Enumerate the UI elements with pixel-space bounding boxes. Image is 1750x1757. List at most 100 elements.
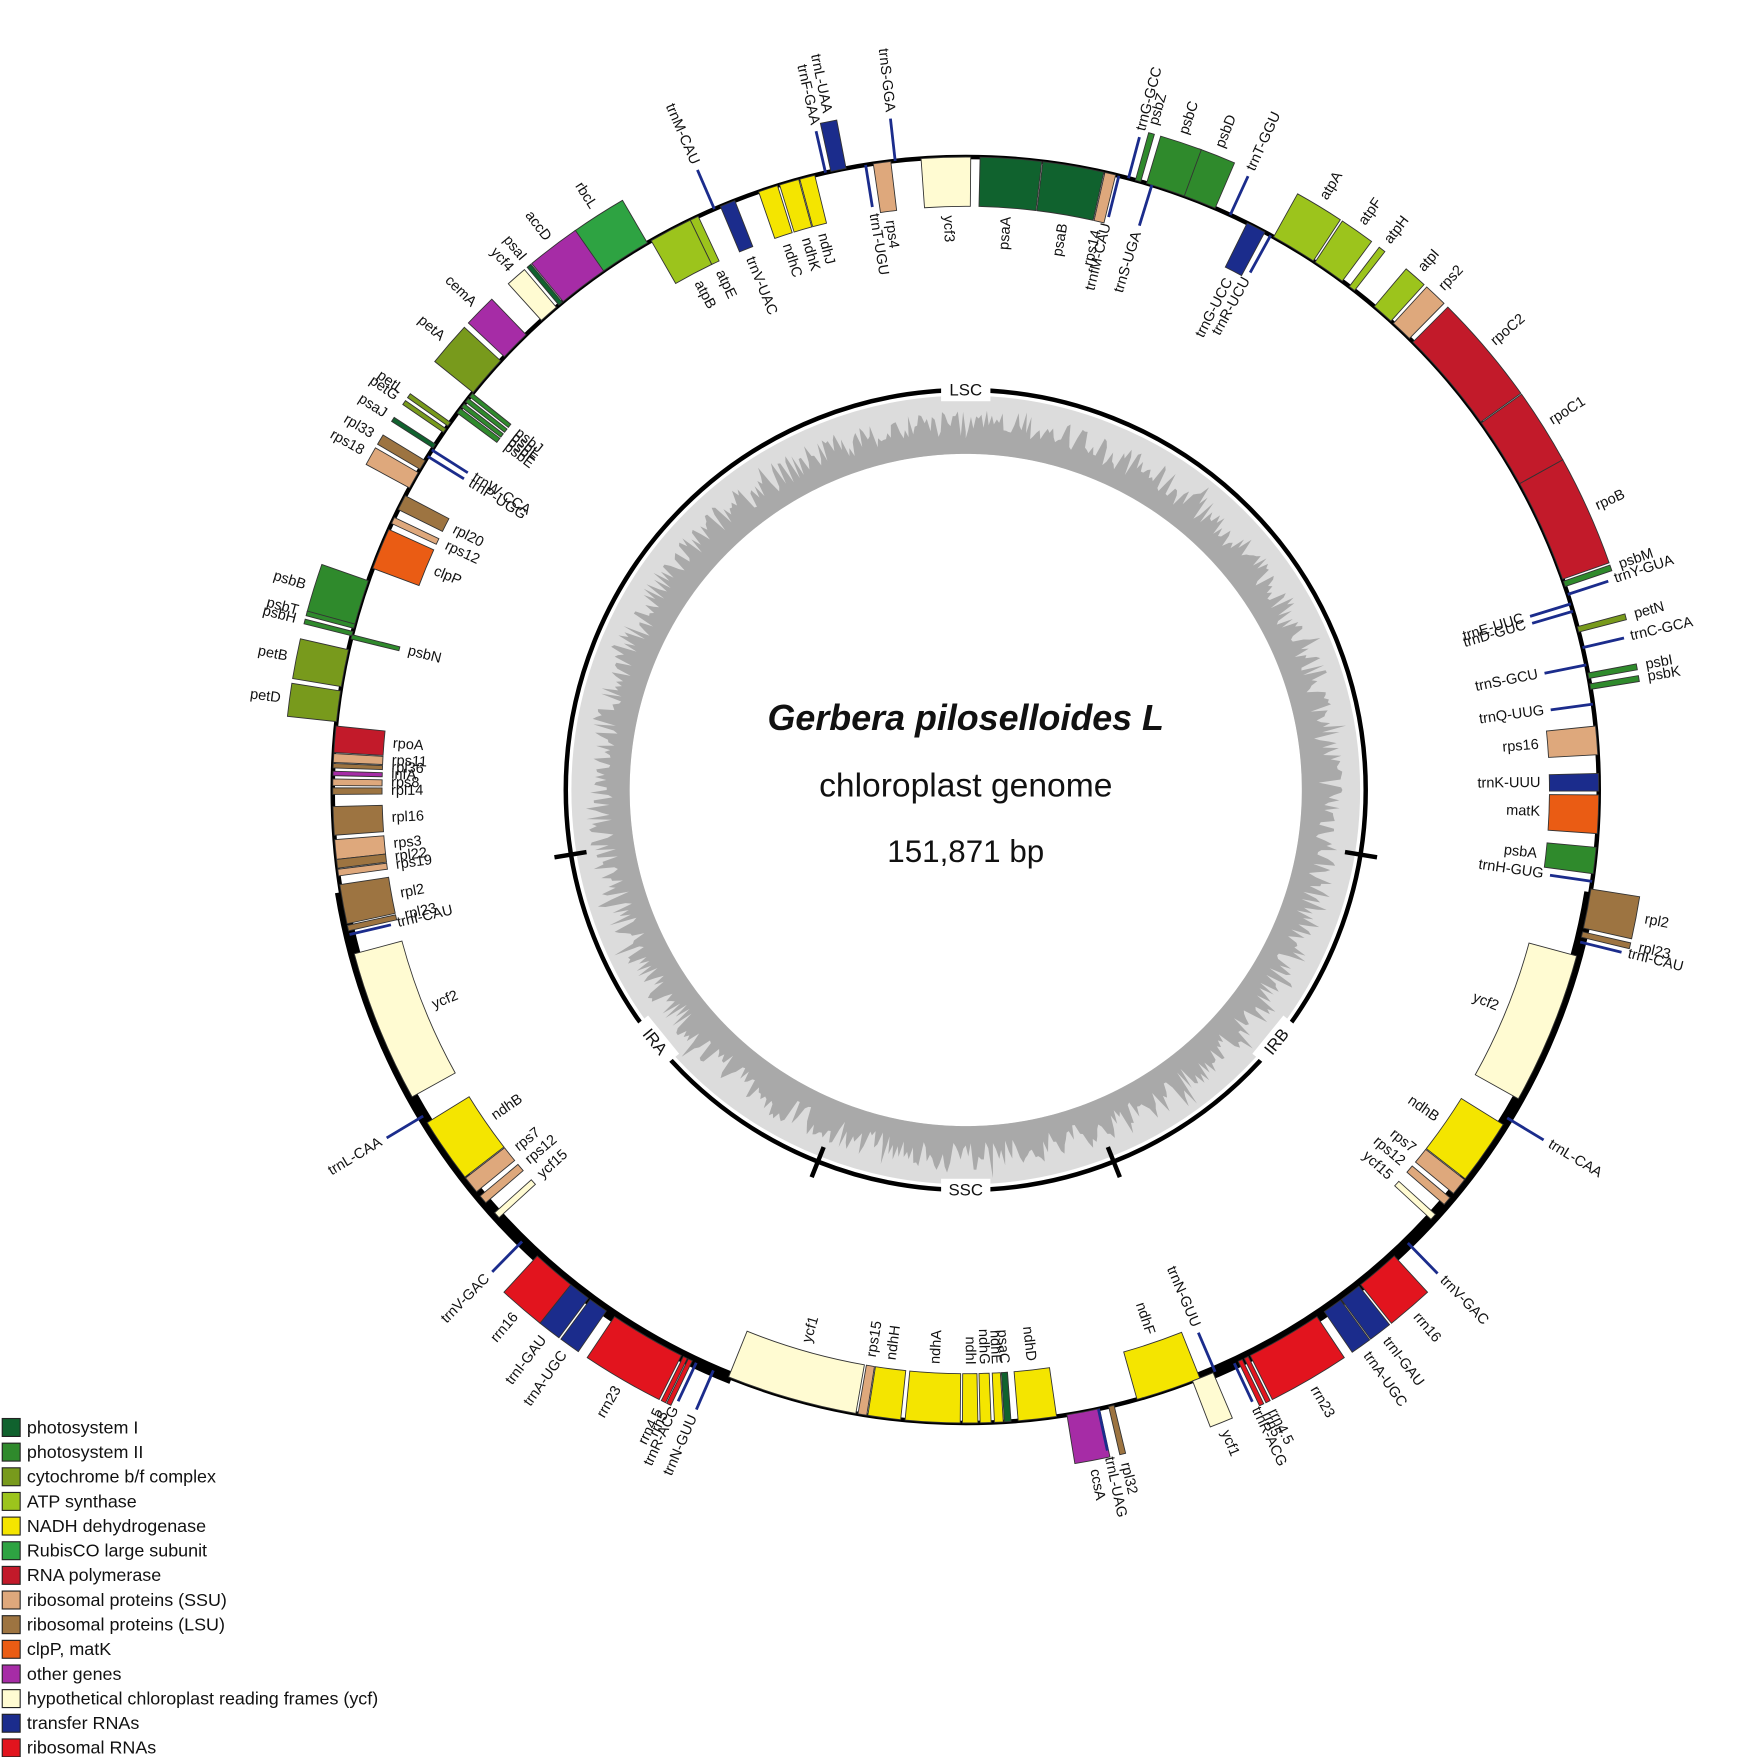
gene-trna [695, 1369, 715, 1411]
gene [1373, 268, 1425, 322]
gene [573, 199, 648, 273]
gene-trna [1531, 609, 1574, 625]
gene [1192, 1372, 1233, 1428]
region-label: LSC [941, 378, 991, 402]
gene-label: trnL-CAA [1545, 1136, 1605, 1181]
legend-swatch [1, 1664, 21, 1684]
gene-label: rrn16 [1410, 1310, 1444, 1346]
gene [1474, 942, 1578, 1100]
gene [376, 434, 426, 470]
legend-label: RubisCO large subunit [27, 1541, 207, 1561]
gene [1123, 1331, 1201, 1400]
gene-label: rpl23 [1637, 940, 1672, 963]
legend-label: cytochrome b/f complex [27, 1467, 216, 1487]
gene-label: rpl32 [1117, 1461, 1140, 1496]
gene [1589, 675, 1640, 690]
gene-label: psbB [271, 568, 307, 593]
gene-trna [1550, 702, 1594, 712]
gene-label: ndhG [975, 1329, 992, 1365]
gene [332, 787, 383, 795]
gene-label: trnN-GUU [1163, 1264, 1203, 1330]
gene [402, 399, 447, 433]
gene [390, 516, 440, 545]
gene [406, 393, 452, 427]
gene-label: rpoB [1593, 487, 1628, 514]
gene-label: rpl22 [394, 845, 428, 865]
gene [1480, 393, 1564, 485]
gene [758, 185, 793, 239]
legend-label: photosystem I [27, 1417, 138, 1437]
gene [1406, 1165, 1451, 1206]
region-label: IRA [630, 1015, 680, 1068]
gene-label: ndhB [1405, 1093, 1442, 1126]
gene-trna [1248, 234, 1272, 274]
region-label-bg [941, 378, 991, 402]
gene [1425, 1097, 1504, 1180]
gene [346, 914, 398, 932]
gene [332, 804, 385, 836]
gene [1224, 222, 1266, 277]
gene [365, 447, 419, 489]
gene-trna [1529, 602, 1572, 618]
gene [819, 119, 847, 173]
gc-content-ring [571, 395, 1361, 1185]
gene [1545, 725, 1599, 758]
gene [920, 156, 972, 209]
gene-label: rpoC2 [1488, 311, 1529, 349]
gene-label: cemA [442, 273, 480, 311]
gene [503, 1255, 572, 1324]
gene [1394, 1180, 1437, 1220]
legend-swatch [1, 1615, 21, 1635]
legend: photosystem I photosystem II cytochrome b/… [1, 1417, 378, 1757]
gene-trna [431, 448, 469, 474]
legend-swatch [1, 1689, 21, 1709]
legend-label: transfer RNAs [27, 1713, 139, 1733]
gene [1314, 220, 1373, 282]
gene-label: rpl14 [391, 783, 423, 799]
region-boundary [554, 849, 587, 860]
gene-label: atpF [1356, 195, 1386, 228]
gene-label: atpH [1381, 213, 1412, 247]
gene-label: trnK-UUU [1477, 775, 1540, 792]
region-label-text: SSC [948, 1181, 983, 1200]
gene-trna [676, 1362, 698, 1402]
gene [1237, 1358, 1265, 1407]
legend-label: ATP synthase [27, 1491, 137, 1511]
gene [493, 1179, 537, 1219]
gene-trna [349, 923, 392, 936]
gene [397, 495, 450, 532]
gene [1134, 132, 1155, 183]
gene-label: trnV-GAC [1437, 1273, 1492, 1329]
gene-label: psaC [994, 1329, 1012, 1364]
gene [479, 1163, 524, 1204]
gene [350, 634, 401, 652]
gene [991, 1372, 1004, 1423]
gene-label: ndhH [884, 1324, 904, 1361]
gene-label: rps4 [882, 219, 902, 249]
gene [426, 1096, 505, 1178]
gene [1582, 888, 1641, 940]
gene [372, 528, 435, 587]
gene-trna [1579, 940, 1622, 954]
legend-label: other genes [27, 1664, 122, 1684]
gene-trna [1582, 636, 1625, 649]
gene-label: rbcL [571, 179, 600, 211]
gene [978, 1372, 992, 1424]
gene-label: trnS-GGA [875, 48, 898, 114]
gene-label: rps15 [864, 1320, 886, 1359]
gene [1412, 306, 1522, 423]
gene [689, 215, 720, 266]
gene [531, 229, 605, 303]
gene [1414, 1148, 1466, 1195]
gene [332, 778, 383, 787]
gene [1249, 1315, 1345, 1401]
gene-trna [1127, 136, 1141, 179]
gene-label: trnM-CAU [662, 101, 702, 167]
gene-label: matK [1506, 803, 1541, 820]
legend-label: NADH dehydrogenase [27, 1516, 206, 1536]
gene [660, 1355, 688, 1404]
gene-label: rpl2 [399, 881, 426, 901]
gene-label: ycf3 [940, 215, 957, 242]
gene-label: rpl16 [391, 808, 424, 826]
